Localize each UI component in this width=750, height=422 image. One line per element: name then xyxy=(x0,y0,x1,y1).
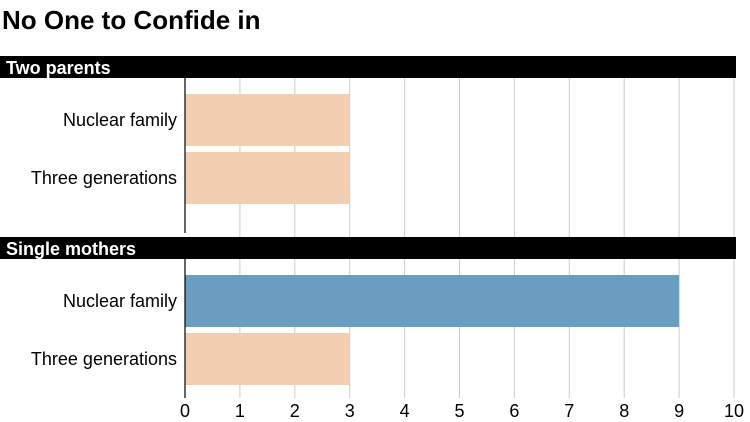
x-tick-label: 9 xyxy=(674,401,684,421)
x-tick-label: 4 xyxy=(400,401,410,421)
tick-layer: 0 1 2 3 4 5 6 7 8 9 10 xyxy=(180,401,744,421)
category-label: Three generations xyxy=(31,349,177,369)
x-tick-label: 1 xyxy=(235,401,245,421)
bar-layer: Nuclear family Three generations Nuclear f… xyxy=(31,94,680,385)
group-header xyxy=(0,56,736,78)
x-tick-label: 0 xyxy=(180,401,190,421)
group-label: Single mothers xyxy=(6,239,136,259)
x-tick-label: 6 xyxy=(509,401,519,421)
group-header xyxy=(0,237,736,259)
x-tick-label: 5 xyxy=(454,401,464,421)
x-tick-label: 10 xyxy=(724,401,744,421)
bar xyxy=(185,275,680,327)
x-tick-label: 7 xyxy=(564,401,574,421)
bar xyxy=(185,333,350,385)
group-label: Two parents xyxy=(6,58,111,78)
category-label: Three generations xyxy=(31,168,177,188)
bar xyxy=(185,94,350,146)
category-label: Nuclear family xyxy=(63,291,177,311)
x-tick-label: 2 xyxy=(290,401,300,421)
bar xyxy=(185,152,350,204)
group-layer: Two parents Single mothers xyxy=(0,56,736,259)
chart-title: No One to Confide in xyxy=(2,5,261,35)
x-tick-label: 3 xyxy=(345,401,355,421)
category-label: Nuclear family xyxy=(63,110,177,130)
x-tick-label: 8 xyxy=(619,401,629,421)
